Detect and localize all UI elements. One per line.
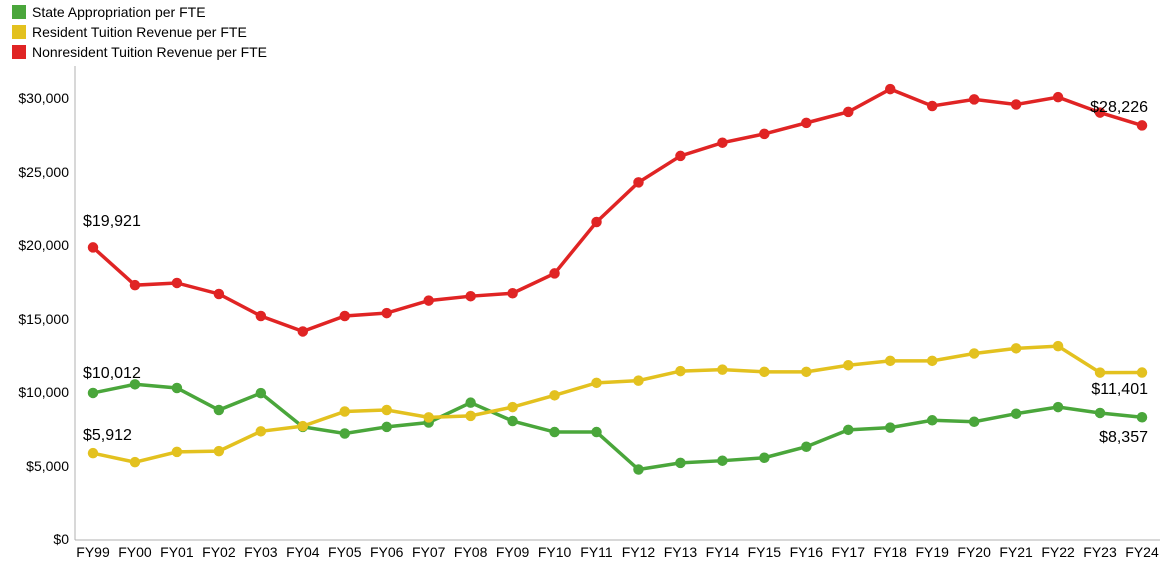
series-marker — [844, 361, 853, 370]
series-marker — [89, 243, 98, 252]
series-marker — [1138, 121, 1147, 130]
series-marker — [1054, 403, 1063, 412]
series-marker — [928, 356, 937, 365]
series-marker — [550, 428, 559, 437]
series-marker — [886, 423, 895, 432]
series-marker — [970, 349, 979, 358]
series-marker — [634, 376, 643, 385]
series-marker — [634, 465, 643, 474]
series-marker — [592, 378, 601, 387]
series-marker — [466, 292, 475, 301]
series-marker — [1054, 342, 1063, 351]
series-marker — [718, 456, 727, 465]
series-line-1 — [93, 346, 1142, 462]
series-marker — [508, 417, 517, 426]
series-marker — [970, 417, 979, 426]
series-marker — [928, 101, 937, 110]
series-marker — [1012, 100, 1021, 109]
series-marker — [886, 356, 895, 365]
series-marker — [89, 449, 98, 458]
series-marker — [424, 413, 433, 422]
series-marker — [1012, 409, 1021, 418]
series-marker — [634, 178, 643, 187]
series-marker — [760, 367, 769, 376]
chart-canvas — [0, 0, 1170, 588]
series-marker — [172, 278, 181, 287]
series-marker — [592, 218, 601, 227]
series-marker — [718, 138, 727, 147]
series-marker — [550, 391, 559, 400]
series-marker — [298, 422, 307, 431]
series-marker — [382, 422, 391, 431]
series-marker — [340, 312, 349, 321]
series-marker — [760, 129, 769, 138]
series-marker — [550, 269, 559, 278]
series-marker — [424, 296, 433, 305]
series-marker — [1096, 408, 1105, 417]
series-marker — [382, 309, 391, 318]
series-marker — [256, 312, 265, 321]
series-marker — [1138, 368, 1147, 377]
series-marker — [256, 389, 265, 398]
series-marker — [676, 151, 685, 160]
series-marker — [1138, 413, 1147, 422]
series-marker — [466, 411, 475, 420]
series-marker — [172, 447, 181, 456]
series-marker — [214, 406, 223, 415]
series-marker — [1096, 368, 1105, 377]
series-marker — [214, 289, 223, 298]
series-marker — [172, 383, 181, 392]
series-marker — [298, 327, 307, 336]
series-marker — [340, 407, 349, 416]
series-marker — [1096, 108, 1105, 117]
series-line-0 — [93, 384, 1142, 469]
series-marker — [718, 365, 727, 374]
series-marker — [89, 388, 98, 397]
line-chart: State Appropriation per FTEResident Tuit… — [0, 0, 1170, 588]
series-marker — [886, 85, 895, 94]
series-marker — [508, 403, 517, 412]
series-marker — [844, 107, 853, 116]
series-marker — [844, 425, 853, 434]
series-marker — [508, 289, 517, 298]
series-marker — [130, 380, 139, 389]
series-marker — [592, 428, 601, 437]
series-marker — [802, 442, 811, 451]
series-marker — [340, 429, 349, 438]
series-marker — [466, 398, 475, 407]
series-marker — [760, 453, 769, 462]
series-marker — [382, 406, 391, 415]
series-line-2 — [93, 89, 1142, 331]
series-marker — [1054, 93, 1063, 102]
series-marker — [256, 427, 265, 436]
series-marker — [214, 447, 223, 456]
series-marker — [130, 281, 139, 290]
series-marker — [676, 458, 685, 467]
series-marker — [1012, 344, 1021, 353]
series-marker — [802, 367, 811, 376]
series-marker — [928, 416, 937, 425]
series-marker — [802, 118, 811, 127]
series-marker — [130, 458, 139, 467]
series-marker — [676, 367, 685, 376]
series-marker — [970, 95, 979, 104]
